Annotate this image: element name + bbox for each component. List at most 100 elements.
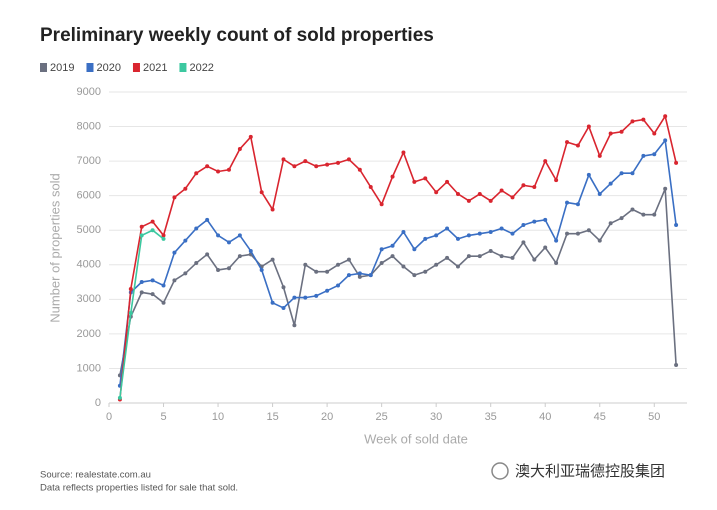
legend-swatch <box>179 63 187 72</box>
data-point <box>270 207 275 212</box>
data-point <box>357 274 362 279</box>
data-point <box>401 264 406 269</box>
data-point <box>434 190 439 195</box>
data-point <box>379 247 384 252</box>
data-point <box>161 300 166 305</box>
y-tick-label: 5000 <box>77 224 101 236</box>
series-line <box>119 229 165 398</box>
data-point <box>619 129 624 134</box>
data-point <box>532 185 537 190</box>
x-tick-label: 45 <box>594 411 606 423</box>
y-tick-label: 3000 <box>77 293 101 305</box>
data-point <box>674 223 679 228</box>
data-point <box>488 198 493 203</box>
watermark-icon <box>491 462 509 480</box>
data-point <box>237 233 242 238</box>
x-tick-label: 20 <box>321 411 333 423</box>
data-point <box>445 179 450 184</box>
data-point <box>532 257 537 262</box>
data-point <box>641 117 646 122</box>
data-point <box>466 233 471 238</box>
data-point <box>466 198 471 203</box>
data-point <box>139 224 144 229</box>
chart-title: Preliminary weekly count of sold propert… <box>40 25 434 46</box>
data-point <box>554 261 559 266</box>
data-point <box>608 131 613 136</box>
data-point <box>663 186 668 191</box>
data-point <box>663 138 668 143</box>
y-tick-label: 1000 <box>77 362 101 374</box>
legend-label: 2021 <box>143 62 167 74</box>
legend-swatch <box>132 63 140 72</box>
watermark: 澳大利亚瑞德控股集团 <box>515 462 665 480</box>
y-tick-label: 0 <box>95 397 101 409</box>
x-tick-label: 25 <box>376 411 388 423</box>
data-point <box>325 288 330 293</box>
data-point <box>248 248 253 253</box>
data-point <box>412 179 417 184</box>
data-point <box>455 236 460 241</box>
data-point <box>488 229 493 234</box>
data-point <box>150 228 155 233</box>
data-point <box>270 257 275 262</box>
data-point <box>226 240 231 245</box>
data-point <box>226 266 231 271</box>
data-point <box>216 267 221 272</box>
data-point <box>292 295 297 300</box>
data-point <box>423 176 428 181</box>
data-point <box>586 172 591 177</box>
data-point <box>477 254 482 259</box>
data-point <box>292 164 297 169</box>
data-point <box>161 233 166 238</box>
y-tick-label: 8000 <box>77 120 101 132</box>
data-point <box>401 229 406 234</box>
data-point <box>575 202 580 207</box>
data-point <box>674 362 679 367</box>
data-point <box>455 264 460 269</box>
data-point <box>565 200 570 205</box>
data-point <box>194 261 199 266</box>
data-point <box>521 183 526 188</box>
data-point <box>630 171 635 176</box>
data-point <box>292 323 297 328</box>
legend-swatch <box>86 63 94 72</box>
data-point <box>510 231 515 236</box>
data-point <box>565 140 570 145</box>
data-point <box>445 226 450 231</box>
data-point <box>477 191 482 196</box>
data-point <box>543 217 548 222</box>
data-point <box>161 236 166 241</box>
data-point <box>139 290 144 295</box>
source: Source: realestate.com.au <box>40 470 151 481</box>
data-point <box>205 252 210 257</box>
data-point <box>586 124 591 129</box>
data-point <box>194 226 199 231</box>
data-point <box>499 254 504 259</box>
data-point <box>216 169 221 174</box>
data-point <box>532 219 537 224</box>
data-point <box>401 150 406 155</box>
data-point <box>466 254 471 259</box>
data-point <box>619 171 624 176</box>
data-point <box>423 236 428 241</box>
data-point <box>597 238 602 243</box>
data-point <box>325 162 330 167</box>
data-point <box>445 255 450 260</box>
data-point <box>237 254 242 259</box>
data-point <box>390 174 395 179</box>
data-point <box>346 273 351 278</box>
y-tick-label: 7000 <box>77 155 101 167</box>
data-point <box>325 269 330 274</box>
legend-label: 2020 <box>96 62 120 74</box>
data-point <box>434 233 439 238</box>
data-point <box>194 171 199 176</box>
data-point <box>543 159 548 164</box>
x-tick-label: 35 <box>485 411 497 423</box>
data-point <box>336 283 341 288</box>
x-tick-label: 50 <box>648 411 660 423</box>
data-point <box>303 159 308 164</box>
data-point <box>608 221 613 226</box>
legend-swatch <box>40 63 47 72</box>
legend-label: 2019 <box>50 62 74 74</box>
